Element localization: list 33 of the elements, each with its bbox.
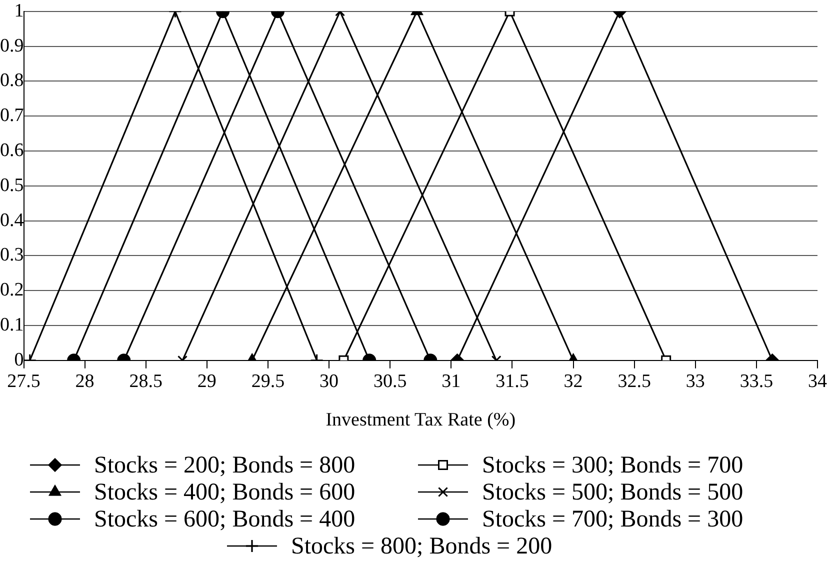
x-tick-label: 33 bbox=[686, 370, 705, 392]
x-tick-label: 33.5 bbox=[740, 370, 774, 392]
x-tick-label: 28 bbox=[75, 370, 94, 392]
x-tick-label: 32.5 bbox=[618, 370, 651, 392]
legend-label: Stocks = 500; Bonds = 500 bbox=[482, 479, 744, 506]
x-tick-label: 34 bbox=[808, 370, 828, 392]
legend-label: Stocks = 300; Bonds = 700 bbox=[482, 452, 744, 478]
x-axis-title: Investment Tax Rate (%) bbox=[326, 410, 516, 431]
legend-label: Stocks = 800; Bonds = 200 bbox=[291, 533, 552, 560]
x-tick-label: 27.5 bbox=[7, 370, 40, 392]
x-tick-label: 31.5 bbox=[496, 370, 529, 392]
y-tick-label: 0.7 bbox=[0, 105, 24, 126]
x-tick-label: 30.5 bbox=[373, 370, 407, 392]
y-tick-label: 1 bbox=[14, 0, 24, 22]
y-tick-label: 0.8 bbox=[0, 70, 24, 92]
y-tick-label: 0 bbox=[14, 349, 24, 370]
y-tick-label: 0.5 bbox=[0, 174, 24, 196]
y-tick-label: 0.3 bbox=[0, 244, 24, 266]
x-tick-label: 32 bbox=[564, 370, 583, 392]
x-tick-label: 29 bbox=[197, 370, 216, 392]
y-tick-label: 0.1 bbox=[0, 314, 24, 336]
legend-label: Stocks = 600; Bonds = 400 bbox=[94, 506, 356, 532]
x-tick-label: 29.5 bbox=[251, 370, 285, 392]
y-tick-label: 0.2 bbox=[0, 280, 24, 301]
legend-label: Stocks = 200; Bonds = 800 bbox=[94, 452, 356, 478]
x-tick-label: 31 bbox=[442, 370, 461, 392]
y-tick-label: 0.6 bbox=[0, 140, 24, 161]
y-tick-label: 0.9 bbox=[0, 35, 24, 56]
x-tick-label: 30 bbox=[320, 370, 339, 392]
legend-label: Stocks = 700; Bonds = 300 bbox=[482, 506, 744, 532]
x-tick-label: 28.5 bbox=[129, 370, 162, 392]
y-tick-label: 0.4 bbox=[0, 210, 24, 231]
legend-label: Stocks = 400; Bonds = 600 bbox=[94, 479, 356, 506]
